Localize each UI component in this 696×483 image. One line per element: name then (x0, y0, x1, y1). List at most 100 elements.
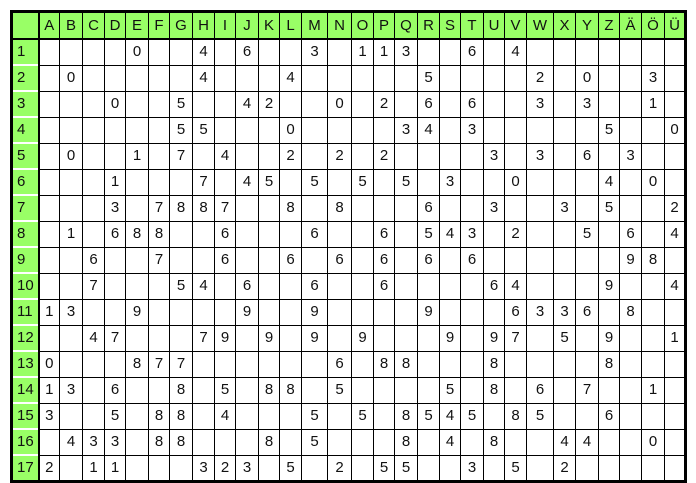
grid-cell[interactable] (483, 116, 505, 144)
grid-cell[interactable] (351, 454, 374, 482)
grid-cell[interactable]: 3 (192, 454, 215, 482)
grid-cell[interactable] (526, 324, 554, 352)
grid-cell[interactable]: 4 (664, 272, 686, 300)
grid-cell[interactable]: 3 (394, 116, 418, 144)
grid-cell[interactable]: 0 (664, 116, 686, 144)
grid-cell[interactable]: 3 (460, 454, 484, 482)
grid-cell[interactable]: 5 (104, 402, 126, 430)
grid-cell[interactable] (526, 272, 554, 300)
grid-cell[interactable] (664, 246, 686, 274)
grid-cell[interactable] (148, 324, 170, 352)
grid-cell[interactable] (575, 402, 599, 430)
grid-cell[interactable] (125, 90, 149, 118)
grid-cell[interactable]: 5 (504, 454, 527, 482)
grid-cell[interactable]: 5 (301, 402, 328, 430)
grid-cell[interactable]: 5 (439, 376, 461, 404)
grid-cell[interactable]: 6 (417, 90, 440, 118)
grid-cell[interactable]: 1 (664, 324, 686, 352)
grid-cell[interactable] (504, 116, 527, 144)
grid-cell[interactable]: 3 (301, 38, 328, 66)
grid-cell[interactable]: 4 (504, 272, 527, 300)
grid-cell[interactable] (526, 38, 554, 66)
grid-cell[interactable]: 6 (104, 220, 126, 248)
grid-cell[interactable]: 9 (598, 272, 620, 300)
grid-cell[interactable] (279, 38, 302, 66)
grid-cell[interactable]: 5 (258, 168, 280, 196)
grid-cell[interactable] (417, 324, 440, 352)
grid-cell[interactable] (235, 324, 259, 352)
grid-cell[interactable]: 4 (59, 428, 83, 456)
grid-cell[interactable] (526, 194, 554, 222)
grid-cell[interactable]: 1 (351, 38, 374, 66)
grid-cell[interactable] (59, 38, 83, 66)
grid-cell[interactable]: 4 (214, 402, 236, 430)
grid-cell[interactable] (258, 402, 280, 430)
grid-cell[interactable]: 4 (575, 428, 599, 456)
grid-cell[interactable]: 9 (301, 324, 328, 352)
grid-cell[interactable] (575, 454, 599, 482)
grid-cell[interactable] (439, 246, 461, 274)
grid-cell[interactable] (664, 454, 686, 482)
grid-cell[interactable] (526, 220, 554, 248)
grid-cell[interactable] (598, 454, 620, 482)
grid-cell[interactable] (598, 220, 620, 248)
grid-cell[interactable] (351, 220, 374, 248)
grid-cell[interactable] (235, 376, 259, 404)
grid-cell[interactable] (169, 246, 193, 274)
grid-cell[interactable] (38, 324, 60, 352)
grid-cell[interactable] (125, 194, 149, 222)
grid-cell[interactable]: 9 (235, 298, 259, 326)
grid-cell[interactable]: 1 (104, 454, 126, 482)
grid-cell[interactable]: 8 (169, 194, 193, 222)
grid-cell[interactable]: 0 (279, 116, 302, 144)
grid-cell[interactable] (553, 64, 576, 92)
grid-cell[interactable] (104, 272, 126, 300)
grid-cell[interactable] (104, 116, 126, 144)
grid-cell[interactable] (82, 194, 105, 222)
grid-cell[interactable] (483, 402, 505, 430)
grid-cell[interactable]: 4 (192, 64, 215, 92)
grid-cell[interactable] (504, 246, 527, 274)
grid-cell[interactable]: 6 (460, 90, 484, 118)
grid-cell[interactable]: 6 (214, 246, 236, 274)
grid-cell[interactable] (148, 454, 170, 482)
grid-cell[interactable]: 2 (38, 454, 60, 482)
grid-cell[interactable]: 8 (148, 220, 170, 248)
grid-cell[interactable] (192, 376, 215, 404)
grid-cell[interactable]: 6 (214, 220, 236, 248)
grid-cell[interactable] (38, 246, 60, 274)
grid-cell[interactable]: 0 (104, 90, 126, 118)
grid-cell[interactable]: 0 (575, 64, 599, 92)
grid-cell[interactable] (641, 454, 665, 482)
grid-cell[interactable]: 7 (104, 324, 126, 352)
grid-cell[interactable]: 4 (192, 272, 215, 300)
grid-cell[interactable] (38, 90, 60, 118)
grid-cell[interactable]: 0 (641, 168, 665, 196)
grid-cell[interactable]: 6 (373, 246, 395, 274)
grid-cell[interactable] (439, 298, 461, 326)
grid-cell[interactable]: 5 (214, 376, 236, 404)
grid-cell[interactable] (504, 376, 527, 404)
grid-cell[interactable]: 2 (327, 142, 352, 170)
grid-cell[interactable] (327, 272, 352, 300)
grid-cell[interactable] (82, 116, 105, 144)
grid-cell[interactable] (619, 168, 642, 196)
grid-cell[interactable]: 5 (553, 324, 576, 352)
grid-cell[interactable] (483, 220, 505, 248)
grid-cell[interactable] (553, 350, 576, 378)
grid-cell[interactable]: 6 (417, 194, 440, 222)
grid-cell[interactable] (148, 142, 170, 170)
grid-cell[interactable]: 8 (125, 220, 149, 248)
grid-cell[interactable]: 3 (439, 168, 461, 196)
grid-cell[interactable]: 9 (258, 324, 280, 352)
grid-cell[interactable]: 7 (169, 142, 193, 170)
grid-cell[interactable] (279, 90, 302, 118)
grid-cell[interactable] (38, 116, 60, 144)
grid-cell[interactable] (214, 272, 236, 300)
grid-cell[interactable]: 2 (504, 220, 527, 248)
grid-cell[interactable] (258, 454, 280, 482)
grid-cell[interactable] (148, 168, 170, 196)
grid-cell[interactable] (598, 428, 620, 456)
grid-cell[interactable] (417, 142, 440, 170)
grid-cell[interactable] (439, 194, 461, 222)
